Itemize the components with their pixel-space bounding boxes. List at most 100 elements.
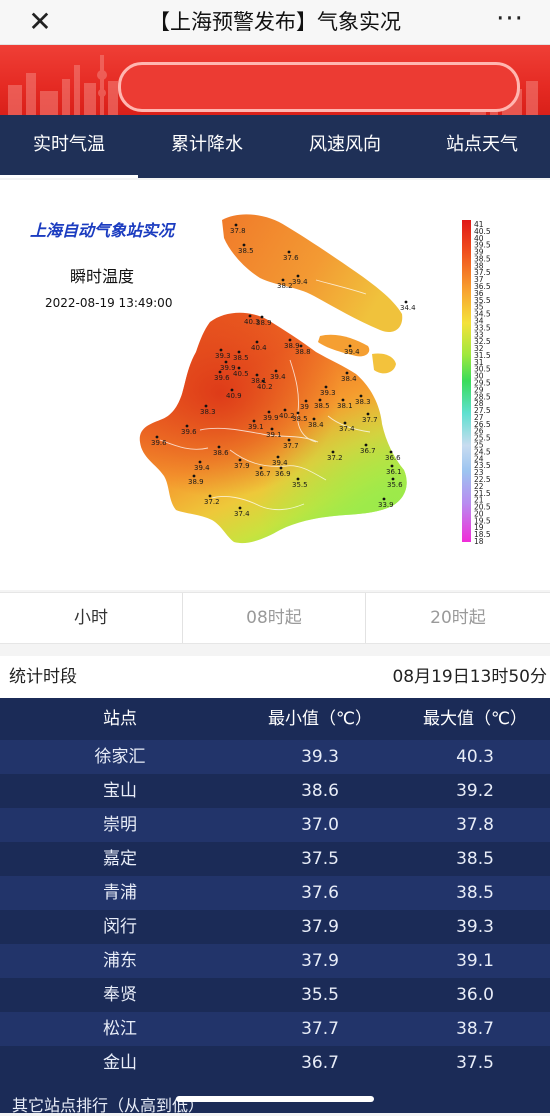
temperature-map: 上海自动气象站实况 瞬时温度 2022-08-19 13:49:00 4140.… (30, 214, 491, 546)
station-marker (237, 366, 241, 370)
station-temperature-label: 40.2 (279, 412, 295, 420)
segment-since-20[interactable]: 20时起 (430, 608, 486, 628)
station-name: 闵行 (103, 917, 137, 937)
station-marker (391, 477, 395, 481)
table-row[interactable]: 浦东 37.9 39.1 (0, 944, 550, 978)
legend-tick-label: 22 (474, 482, 484, 491)
legend-tick-label: 32.5 (474, 337, 491, 346)
station-temperature-label: 37.4 (339, 425, 355, 433)
station-temperature-label: 37.4 (234, 510, 250, 518)
station-temperature-label: 35.6 (387, 481, 403, 489)
max-value: 37.5 (456, 1053, 494, 1073)
station-temperature-label: 36.7 (255, 470, 271, 478)
station-marker (348, 344, 352, 348)
station-marker (274, 369, 278, 373)
min-value: 37.6 (301, 883, 339, 903)
station-temperature-label: 39.4 (272, 459, 288, 467)
more-options-icon[interactable]: ··· (496, 4, 524, 34)
station-marker (283, 408, 287, 412)
max-value: 37.8 (456, 815, 494, 835)
station-temperature-label: 38.5 (292, 415, 308, 423)
station-temperature-label: 38.4 (308, 421, 324, 429)
tab-realtime-temperature[interactable]: 实时气温 (0, 115, 138, 178)
station-marker (299, 344, 303, 348)
segment-since-08[interactable]: 08时起 (246, 608, 302, 628)
legend-tick-label: 35 (474, 303, 484, 312)
station-temperature-label: 39.4 (344, 348, 360, 356)
station-temperature-label: 38.9 (284, 342, 300, 350)
legend-tick-label: 36.5 (474, 282, 491, 291)
station-marker (218, 370, 222, 374)
legend-tick-label: 32 (474, 344, 484, 353)
table-row[interactable]: 徐家汇 39.3 40.3 (0, 740, 550, 774)
table-row[interactable]: 宝山 38.6 39.2 (0, 774, 550, 808)
legend-tick-label: 41 (474, 220, 484, 229)
station-temperature-label: 38.6 (213, 449, 229, 457)
legend-tick-label: 29.5 (474, 379, 491, 388)
min-value: 37.9 (301, 951, 339, 971)
station-marker (324, 385, 328, 389)
station-temperature-label: 38.4 (341, 375, 357, 383)
legend-tick-label: 30 (474, 372, 484, 381)
station-marker (366, 412, 370, 416)
station-marker (219, 348, 223, 352)
station-marker (382, 497, 386, 501)
table-row[interactable]: 闵行 37.9 39.3 (0, 910, 550, 944)
station-marker (252, 419, 256, 423)
station-temperature-label: 40.3 (244, 318, 260, 326)
home-indicator[interactable] (176, 1096, 374, 1102)
min-value: 36.7 (301, 1053, 339, 1073)
min-value: 37.9 (301, 917, 339, 937)
close-icon[interactable]: ✕ (28, 5, 52, 38)
station-marker (238, 506, 242, 510)
station-temperature-label: 40.5 (233, 370, 249, 378)
table-row[interactable]: 青浦 37.6 38.5 (0, 876, 550, 910)
station-marker (296, 274, 300, 278)
table-row[interactable]: 嘉定 37.5 38.5 (0, 842, 550, 876)
tab-wind-speed-direction[interactable]: 风速风向 (309, 134, 381, 155)
station-stats-panel: 统计时段 08月19日13时50分 站点 最小值（℃） 最大值（℃） 徐家汇 3… (0, 656, 550, 1113)
station-marker (267, 410, 271, 414)
station-marker (318, 398, 322, 402)
station-temperature-label: 37.7 (362, 416, 378, 424)
station-name: 金山 (103, 1053, 137, 1073)
page-title: 【上海预警发布】气象实况 (149, 10, 401, 34)
segment-divider (182, 593, 183, 643)
tab-station-weather[interactable]: 站点天气 (446, 134, 518, 155)
stats-table-header: 站点 最小值（℃） 最大值（℃） (0, 700, 550, 738)
max-value: 39.2 (456, 781, 494, 801)
column-header-max: 最大值（℃） (422, 709, 528, 729)
station-marker (364, 443, 368, 447)
table-row[interactable]: 松江 37.7 38.7 (0, 1012, 550, 1046)
other-stations-ranking-link[interactable]: 其它站点排行（从高到低） (12, 1096, 205, 1115)
temperature-legend-bar (462, 220, 471, 542)
legend-tick-label: 37.5 (474, 268, 491, 277)
table-row[interactable]: 金山 36.7 37.5 (0, 1046, 550, 1080)
legend-tick-label: 33 (474, 330, 484, 339)
legend-tick-label: 27 (474, 413, 484, 422)
station-name: 宝山 (103, 781, 137, 801)
legend-tick-label: 25.5 (474, 434, 491, 443)
tab-accumulated-precipitation[interactable]: 累计降水 (171, 134, 243, 155)
legend-tick-label: 25 (474, 441, 484, 450)
segment-hourly[interactable]: 小时 (74, 608, 108, 628)
legend-tick-label: 20 (474, 509, 484, 518)
station-marker (331, 450, 335, 454)
table-row[interactable]: 奉贤 35.5 36.0 (0, 978, 550, 1012)
max-value: 39.3 (456, 917, 494, 937)
station-temperature-label: 39.4 (270, 373, 286, 381)
station-temperature-label: 39.4 (194, 464, 210, 472)
station-marker (255, 373, 259, 377)
station-marker (204, 404, 208, 408)
station-marker (389, 450, 393, 454)
legend-tick-label: 30.5 (474, 365, 491, 374)
legend-tick-label: 34.5 (474, 310, 491, 319)
station-temperature-label: 38.9 (256, 319, 272, 327)
legend-tick-label: 23 (474, 468, 484, 477)
min-value: 38.6 (301, 781, 339, 801)
station-temperature-label: 36.1 (386, 468, 402, 476)
station-marker (230, 388, 234, 392)
legend-tick-label: 35.5 (474, 296, 491, 305)
table-row[interactable]: 崇明 37.0 37.8 (0, 808, 550, 842)
station-marker (261, 379, 265, 383)
